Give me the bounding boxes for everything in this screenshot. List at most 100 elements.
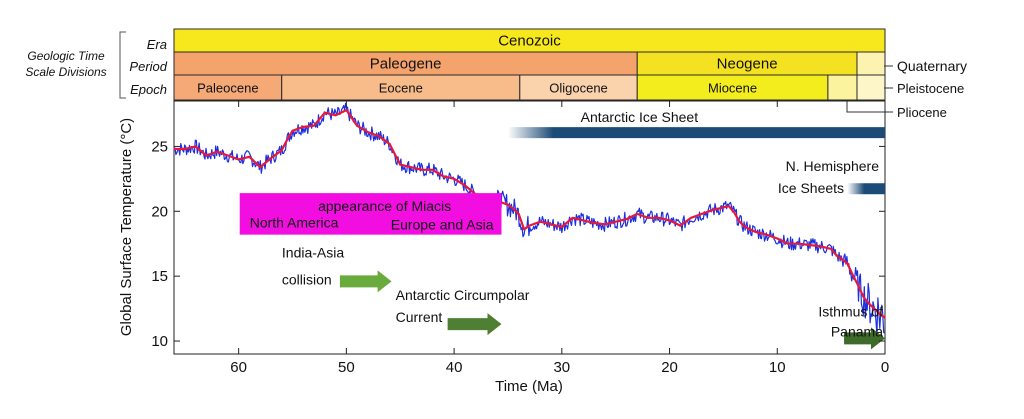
smoothed-point [184,148,186,150]
smoothed-point [345,109,347,111]
miacis-left-label: North America [250,215,339,231]
smoothed-temperature-points [173,109,886,319]
y-tick-label: 10 [151,333,168,350]
smoothed-point [431,169,434,171]
smoothed-point [647,217,649,219]
smoothed-point [464,184,466,186]
smoothed-point [744,226,746,228]
timescale-unit-2-3 [636,74,829,101]
timescale-unit-2-4 [827,74,858,101]
x-tick-label: 60 [230,359,247,376]
smoothed-point [550,223,552,225]
timescale-side-label-line2: Scale Divisions [25,65,106,79]
event-arrow-2 [844,327,885,350]
row-label-era: Era [147,37,167,52]
timescale-unit-2-5 [856,74,886,101]
smoothed-point [281,149,283,151]
timescale-unit-label-neogene: Neogene [717,56,778,73]
x-axis-label: Time (Ma) [495,378,563,395]
smoothed-point [868,302,870,304]
y-axis: 10 15 20 25 [151,138,885,350]
timescale-units: Cenozoic Paleogene Neogene Paleocene Eocene O… [173,28,886,101]
smoothed-point [873,307,875,310]
smoothed-point [378,135,380,137]
x-tick-label: 20 [661,359,678,376]
smoothed-point [852,274,854,276]
smoothed-point [636,213,638,215]
y-axis-label: Global Surface Temperature (°C) [118,118,135,336]
smoothed-point [830,248,832,250]
event-arrow-label-1-line1: Antarctic Circumpolar [396,287,530,303]
smoothed-point [593,222,595,224]
timescale-unit-1-2 [856,51,886,76]
smoothed-point [367,131,369,133]
smoothed-point [615,221,617,223]
smoothed-point [846,262,848,264]
miacis-right-label: Europe and Asia [391,217,494,233]
smoothed-point [728,205,730,207]
smoothed-point [442,175,444,177]
smoothed-point [270,157,272,159]
x-tick-label: 30 [553,359,570,376]
nh-ice-sheets-bar [847,183,885,195]
quaternary-label: Quaternary [897,58,967,74]
event-arrows: India-Asia collision Antarctic Circumpolar… [282,244,885,350]
event-arrow-0 [339,270,392,293]
timescale-side-label-line1: Geologic Time [27,49,105,63]
event-arrow-label-0-line1: India-Asia [282,244,344,260]
smoothed-point [539,221,541,223]
smoothed-point [604,223,606,225]
smoothed-point [173,148,175,150]
smoothed-point [528,224,531,227]
smoothed-point [561,226,563,228]
event-arrow-1 [447,313,502,336]
smoothed-point [884,317,886,319]
pliocene-label: Pliocene [897,105,947,120]
row-label-epoch: Epoch [130,82,167,97]
event-arrow-label-2-line1: Isthmus of [818,303,883,319]
smoothed-point [668,219,671,221]
smoothed-point [399,163,401,166]
smoothed-point [302,126,304,128]
smoothed-point [324,112,326,114]
timescale-unit-label-cenozoic: Cenozoic [498,33,561,50]
smoothed-point [819,245,821,247]
pleistocene-label: Pleistocene [897,81,964,96]
smoothed-point [690,217,692,219]
smoothed-point [291,130,294,132]
miacis-box [239,193,502,235]
smoothed-point [356,125,358,127]
row-label-period: Period [129,59,167,74]
smoothed-point [259,166,261,168]
timescale-bracket [119,31,126,99]
smoothed-point [701,213,703,215]
smoothed-point [776,237,778,240]
smoothed-point [286,139,288,141]
smoothed-point [313,125,315,127]
event-arrow-label-0-line2: collision [282,271,332,287]
timescale-unit-2-1 [281,74,521,101]
smoothed-point [879,313,881,315]
timescale-unit-label-eocene: Eocene [379,81,423,96]
x-tick-label: 50 [338,359,355,376]
smoothed-point [841,258,843,260]
x-axis: 60 50 40 30 20 10 0 [230,101,889,376]
smoothed-point [512,208,514,210]
x-tick-label: 10 [769,359,786,376]
smoothed-point [625,218,628,220]
smoothed-point [571,217,574,219]
smoothed-point [733,211,735,214]
y-tick-label: 20 [151,203,168,220]
smoothed-point [334,114,337,116]
x-tick-label: 40 [446,359,463,376]
smoothed-point [787,243,789,245]
smoothed-point [738,221,741,223]
smoothed-point [862,296,865,298]
x-tick-label: 0 [881,359,889,376]
timescale-unit-label-paleogene: Paleogene [370,56,442,73]
event-arrow-label-2-line2: Panama [831,323,883,339]
smoothed-point [194,145,197,148]
y-tick-label: 15 [151,268,168,285]
